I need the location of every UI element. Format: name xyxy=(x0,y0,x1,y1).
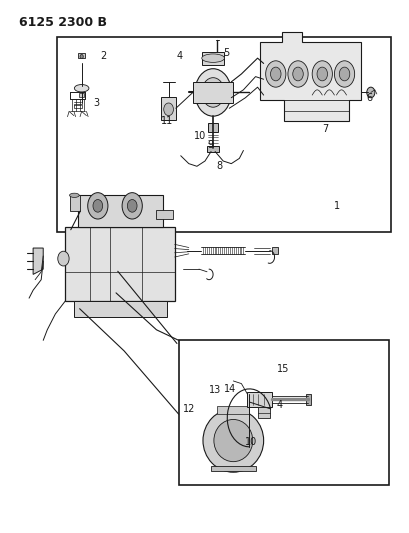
Ellipse shape xyxy=(213,419,252,462)
Polygon shape xyxy=(33,248,43,274)
Circle shape xyxy=(265,61,285,87)
Bar xyxy=(77,195,162,227)
Circle shape xyxy=(339,67,349,81)
Circle shape xyxy=(122,192,142,219)
Bar xyxy=(79,93,84,97)
Circle shape xyxy=(316,67,327,81)
Bar xyxy=(207,146,218,151)
Text: 1: 1 xyxy=(334,201,340,211)
Bar xyxy=(70,195,79,211)
Text: 11: 11 xyxy=(160,116,172,126)
Bar xyxy=(306,394,310,405)
Circle shape xyxy=(88,192,108,219)
Bar xyxy=(156,209,172,219)
Circle shape xyxy=(194,69,231,116)
Polygon shape xyxy=(259,32,360,122)
Text: 10: 10 xyxy=(193,131,205,141)
Text: 13: 13 xyxy=(209,385,221,395)
Bar xyxy=(208,123,218,132)
Circle shape xyxy=(287,61,308,87)
Ellipse shape xyxy=(74,85,89,92)
Circle shape xyxy=(292,67,303,81)
Text: 8: 8 xyxy=(216,161,222,171)
Bar xyxy=(271,247,277,254)
Circle shape xyxy=(311,61,332,87)
Text: 14: 14 xyxy=(224,384,236,394)
Text: 3: 3 xyxy=(94,98,100,108)
Bar xyxy=(257,407,269,418)
Text: 6125 2300 B: 6125 2300 B xyxy=(19,16,107,29)
Circle shape xyxy=(163,103,173,116)
Ellipse shape xyxy=(202,409,263,472)
Bar xyxy=(73,301,166,317)
Bar xyxy=(247,392,271,407)
Bar xyxy=(201,52,224,65)
Circle shape xyxy=(127,199,137,212)
Text: 5: 5 xyxy=(222,48,229,58)
Text: 7: 7 xyxy=(321,124,328,134)
Bar xyxy=(73,104,81,108)
Bar xyxy=(192,82,233,103)
Bar xyxy=(78,53,85,58)
Text: 9: 9 xyxy=(207,140,213,150)
Text: 10: 10 xyxy=(245,437,257,447)
Circle shape xyxy=(80,54,83,59)
Circle shape xyxy=(201,78,224,107)
Circle shape xyxy=(58,251,69,266)
Bar xyxy=(178,341,388,486)
Circle shape xyxy=(334,61,354,87)
Text: 2: 2 xyxy=(100,51,106,61)
Circle shape xyxy=(270,67,280,81)
Ellipse shape xyxy=(70,193,79,197)
Bar xyxy=(57,37,390,232)
Bar xyxy=(217,406,249,414)
Text: 15: 15 xyxy=(276,365,289,374)
Circle shape xyxy=(366,87,374,98)
Text: 12: 12 xyxy=(182,404,195,414)
Ellipse shape xyxy=(201,54,224,62)
Text: 6: 6 xyxy=(366,93,372,103)
Bar xyxy=(211,466,255,471)
Bar xyxy=(161,96,175,120)
Text: 4: 4 xyxy=(276,400,282,410)
Bar xyxy=(65,227,174,301)
Text: 4: 4 xyxy=(176,51,182,61)
Circle shape xyxy=(93,199,102,212)
